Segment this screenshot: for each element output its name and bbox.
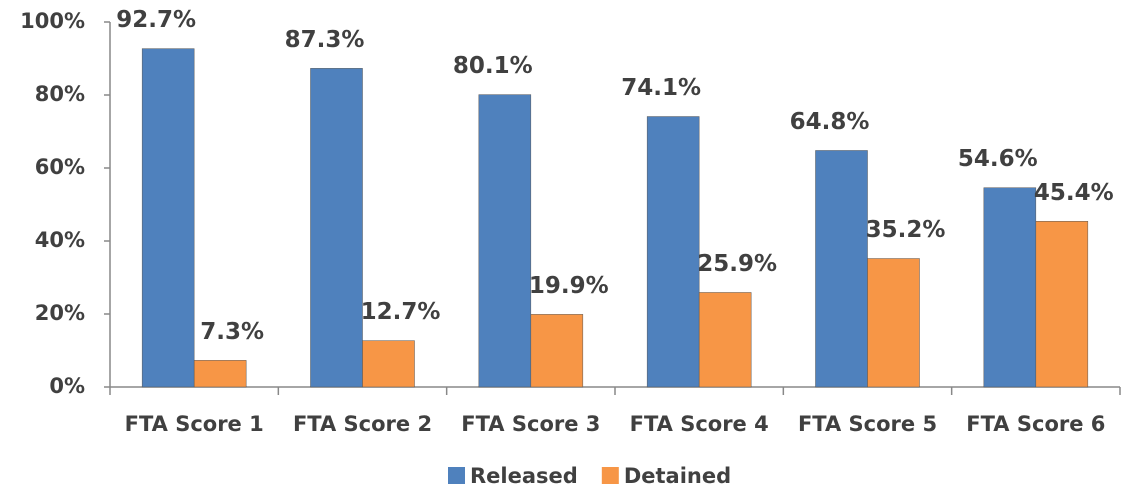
bar	[1035, 221, 1089, 388]
y-tick-label: 20%	[35, 301, 85, 325]
value-label: 25.9%	[697, 251, 777, 277]
x-tick-label: FTA Score 1	[125, 412, 264, 436]
bar	[983, 187, 1037, 388]
value-label: 45.4%	[1034, 180, 1114, 206]
value-label: 19.9%	[529, 273, 609, 299]
x-tick-label: FTA Score 3	[461, 412, 600, 436]
y-tick-label: 60%	[35, 155, 85, 179]
legend-swatch	[601, 467, 619, 484]
bar	[698, 292, 752, 388]
value-label: 35.2%	[866, 217, 946, 243]
value-label: 92.7%	[116, 7, 196, 33]
legend-label: Detained	[624, 464, 731, 488]
x-tick-label: FTA Score 4	[630, 412, 769, 436]
x-tick-label: FTA Score 6	[966, 412, 1105, 436]
value-label: 7.3%	[200, 319, 264, 345]
value-label: 87.3%	[285, 27, 365, 53]
value-label: 74.1%	[621, 75, 701, 101]
value-label: 80.1%	[453, 53, 533, 79]
bar	[478, 94, 532, 388]
bar	[867, 258, 920, 388]
value-label: 54.6%	[958, 146, 1038, 172]
y-tick-label: 80%	[35, 82, 85, 106]
bar	[815, 150, 868, 388]
bar	[141, 48, 195, 388]
y-tick-label: 0%	[49, 374, 85, 398]
bar	[362, 340, 415, 388]
y-tick-label: 40%	[35, 228, 85, 252]
value-label: 64.8%	[790, 109, 870, 135]
legend-label: Released	[470, 464, 578, 488]
y-tick-label: 100%	[20, 9, 85, 33]
legend-swatch	[448, 467, 465, 484]
bar	[646, 116, 700, 388]
bar	[530, 314, 584, 388]
bar	[310, 68, 363, 388]
x-tick-label: FTA Score 2	[293, 412, 432, 436]
value-label: 12.7%	[361, 299, 441, 325]
x-tick-label: FTA Score 5	[798, 412, 937, 436]
bar	[193, 360, 247, 388]
